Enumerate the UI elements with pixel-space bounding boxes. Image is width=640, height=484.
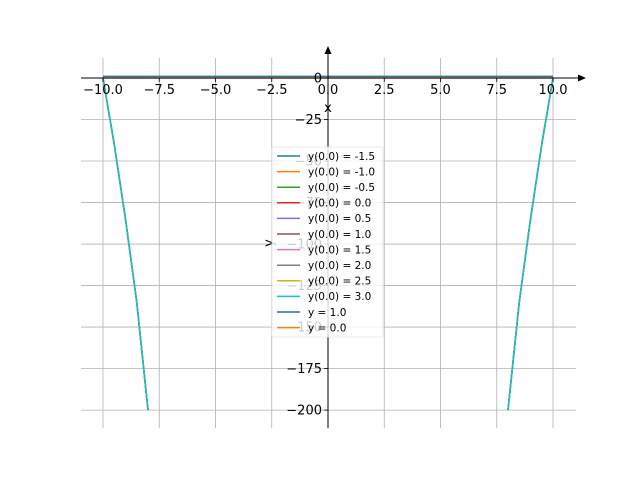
legend-label: y(0.0) = 2.0	[308, 260, 371, 272]
y-tick-label: −25	[295, 113, 322, 128]
legend-label: y(0.0) = -0.5	[308, 182, 375, 194]
series-line-9	[102, 77, 149, 411]
x-axis-arrow	[578, 74, 586, 82]
y-tick-label: −200	[286, 404, 322, 419]
x-tick-label: −7.5	[143, 83, 175, 98]
x-tick-label: 10.0	[539, 83, 568, 98]
x-axis-label: x	[324, 101, 332, 116]
y-axis-label: y	[262, 239, 277, 247]
x-tick-label: 7.5	[486, 83, 507, 98]
legend-label: y(0.0) = 1.0	[308, 229, 371, 241]
y-tick-label: 0	[314, 72, 322, 87]
legend-label: y(0.0) = -1.0	[308, 166, 375, 178]
legend-label: y(0.0) = 1.5	[308, 244, 371, 256]
x-tick-label: 0.0	[318, 83, 339, 98]
x-tick-label: −2.5	[256, 83, 288, 98]
legend: y(0.0) = -1.5 y(0.0) = -1.0 y(0.0) = -0.5 y…	[271, 146, 384, 338]
y-tick-label: −175	[286, 362, 322, 377]
y-axis-arrow	[324, 46, 332, 54]
series-line-9	[507, 77, 554, 411]
legend-box	[271, 146, 384, 338]
legend-label: y(0.0) = -1.5	[308, 151, 375, 163]
legend-label: y = 1.0	[308, 307, 346, 319]
legend-label: y = 0.0	[308, 322, 346, 334]
legend-label: y(0.0) = 0.5	[308, 213, 371, 225]
x-tick-label: −10.0	[83, 83, 123, 98]
x-tick-label: 5.0	[430, 83, 451, 98]
legend-label: y(0.0) = 2.5	[308, 276, 371, 288]
legend-label: y(0.0) = 0.0	[308, 198, 371, 210]
x-tick-label: −5.0	[200, 83, 232, 98]
x-tick-label: 2.5	[374, 83, 395, 98]
legend-label: y(0.0) = 3.0	[308, 291, 371, 303]
